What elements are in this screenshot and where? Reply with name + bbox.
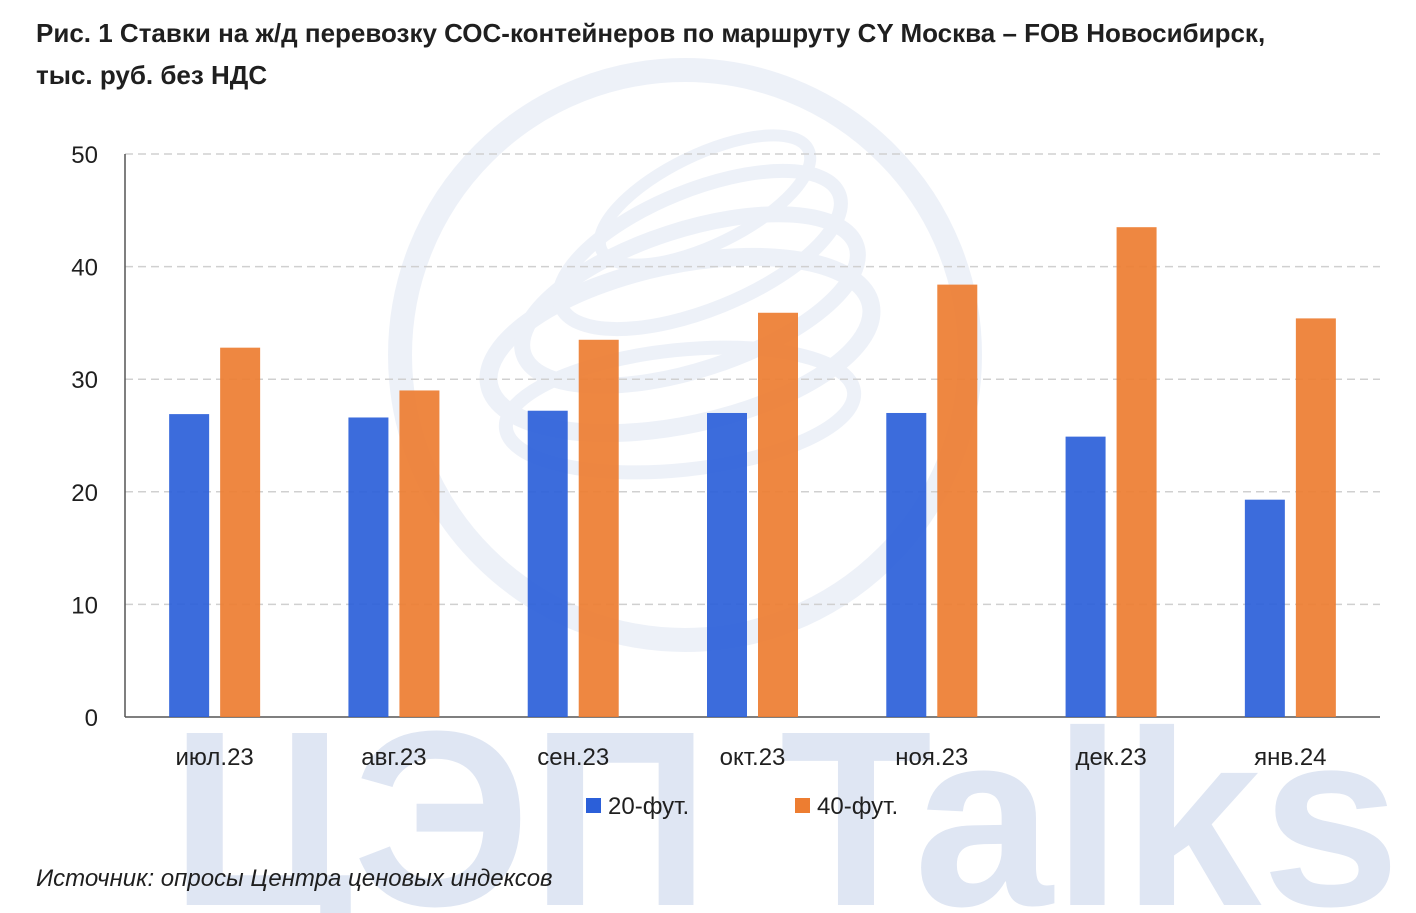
x-tick-label: сен.23	[537, 744, 609, 771]
x-tick-label: янв.24	[1254, 744, 1326, 771]
globe-logo-icon	[388, 58, 982, 652]
bar-40ft	[937, 284, 978, 717]
bar-40ft	[1116, 227, 1157, 717]
legend: 20-фут. 40-фут.	[586, 793, 898, 820]
bar-40ft	[399, 390, 440, 717]
bar-40ft	[578, 339, 619, 717]
bar-40ft	[1295, 318, 1336, 717]
x-tick-label: июл.23	[176, 744, 254, 771]
source-note: Источник: опросы Центра ценовых индексов	[36, 865, 553, 892]
grid	[125, 153, 1380, 606]
watermark-text: ЦЭП Talks	[170, 679, 1400, 913]
y-tick-label: 20	[71, 480, 98, 507]
y-tick-label: 0	[85, 705, 98, 732]
bar-20ft	[886, 412, 927, 717]
bar-20ft	[1244, 499, 1285, 717]
x-tick-label: авг.23	[361, 744, 426, 771]
x-tick-label: окт.23	[720, 744, 786, 771]
y-tick-label: 30	[71, 367, 98, 394]
legend-swatch-20ft	[586, 798, 601, 813]
x-tick-label: дек.23	[1075, 744, 1146, 771]
bars	[169, 227, 1336, 717]
bar-20ft	[707, 412, 747, 717]
chart-title: Рис. 1 Ставки на ж/д перевозку СОС-конте…	[36, 18, 1266, 90]
bar-40ft	[758, 312, 798, 717]
watermark: ЦЭП Talks	[170, 58, 1400, 913]
bar-20ft	[1065, 436, 1106, 717]
y-tick-label: 10	[71, 592, 98, 619]
y-tick-label: 40	[71, 255, 98, 282]
legend-swatch-40ft	[795, 798, 810, 813]
bar-40ft	[220, 347, 261, 717]
legend-label-40ft: 40-фут.	[817, 793, 898, 820]
x-axis-labels: июл.23 авг.23 сен.23 окт.23 ноя.23 дек.23 янв.…	[176, 744, 1327, 771]
axes: 0 10 20 30 40 50	[71, 142, 1380, 732]
x-tick-label: ноя.23	[895, 744, 968, 771]
legend-label-20ft: 20-фут.	[608, 793, 689, 820]
bar-20ft	[348, 417, 389, 717]
y-tick-label: 50	[71, 142, 98, 169]
bar-20ft	[169, 414, 210, 717]
bar-20ft	[527, 410, 568, 717]
